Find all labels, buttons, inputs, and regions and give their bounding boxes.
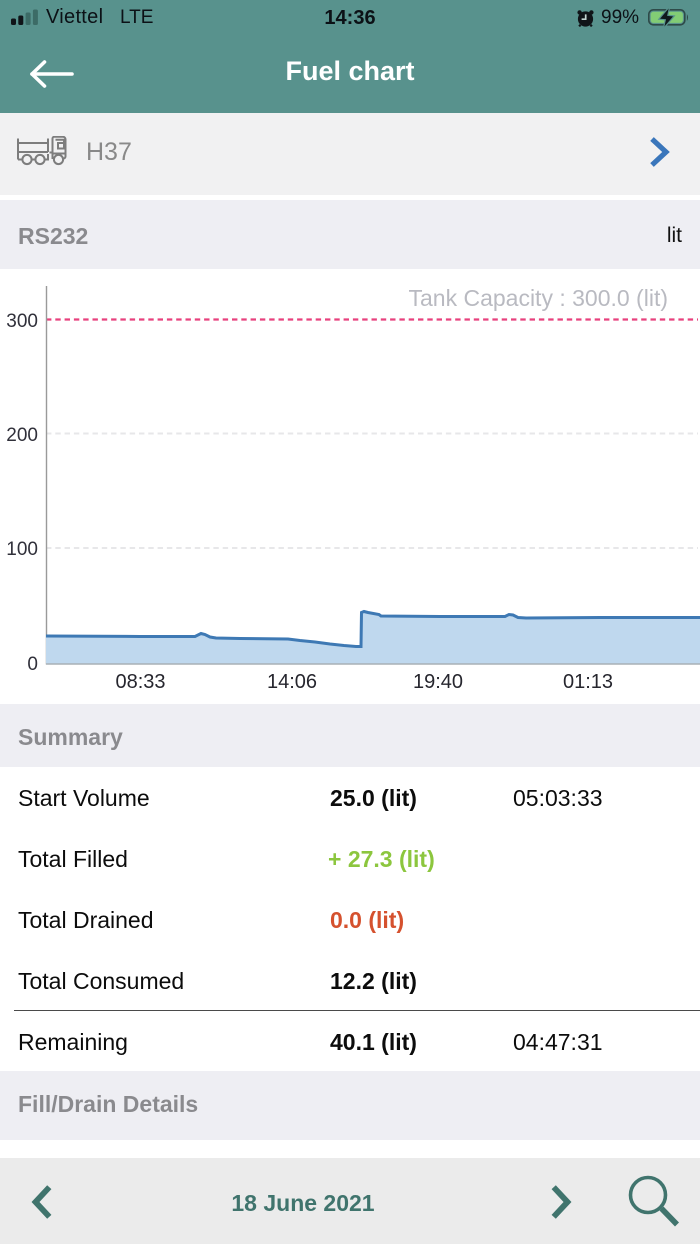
- svg-text:100: 100: [6, 539, 38, 560]
- svg-text:300: 300: [6, 311, 38, 332]
- svg-text:08:33: 08:33: [115, 671, 165, 693]
- svg-text:14:06: 14:06: [267, 671, 317, 693]
- svg-text:0: 0: [27, 654, 38, 675]
- svg-text:19:40: 19:40: [413, 671, 463, 693]
- svg-text:Tank Capacity : 300.0 (lit): Tank Capacity : 300.0 (lit): [408, 285, 668, 311]
- svg-text:01:13: 01:13: [563, 671, 613, 693]
- svg-text:200: 200: [6, 425, 38, 446]
